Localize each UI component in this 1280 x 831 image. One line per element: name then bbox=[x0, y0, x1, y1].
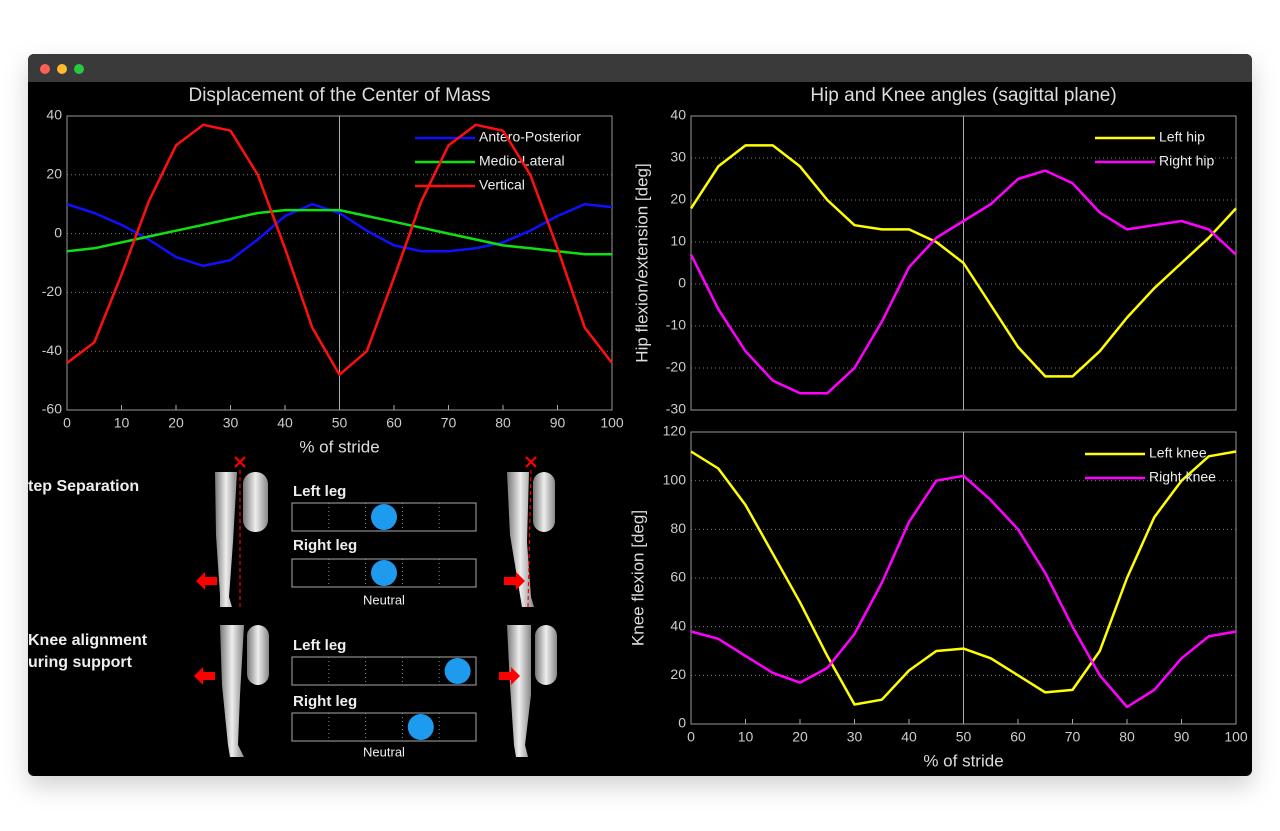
indicators bbox=[194, 456, 537, 685]
y-tick-label: 100 bbox=[663, 471, 687, 487]
slider-dot bbox=[444, 658, 471, 684]
x-tick-label: 10 bbox=[114, 415, 130, 431]
x-tick-label: 70 bbox=[1065, 729, 1081, 745]
slider-box bbox=[291, 502, 477, 532]
data-line bbox=[66, 123, 613, 376]
x-tick-label: 100 bbox=[1224, 729, 1248, 745]
y-tick-label: -20 bbox=[666, 359, 686, 375]
scale-label: Neutral bbox=[363, 744, 405, 759]
data-line bbox=[66, 202, 613, 268]
x-tick-label: 10 bbox=[738, 729, 754, 745]
close-button[interactable] bbox=[40, 64, 50, 74]
scale-label: Neutral bbox=[363, 592, 405, 607]
window bbox=[28, 54, 1252, 776]
leg-label: Right leg bbox=[293, 693, 357, 710]
slider-box bbox=[291, 558, 477, 588]
data-line bbox=[689, 169, 1237, 395]
x-tick-label: 20 bbox=[168, 415, 184, 431]
y-tick-label: 20 bbox=[670, 191, 686, 207]
y-tick-label: 30 bbox=[670, 149, 686, 165]
panel-title: uring support bbox=[28, 654, 133, 671]
y-tick-label: 0 bbox=[54, 224, 62, 240]
y-axis-label: Knee flexion [deg] bbox=[628, 510, 647, 646]
x-tick-label: 30 bbox=[847, 729, 863, 745]
x-tick-label: 60 bbox=[1010, 729, 1026, 745]
slider-dot bbox=[407, 714, 434, 740]
panel-title: tep Separation bbox=[28, 478, 139, 495]
slider-dot bbox=[371, 504, 397, 530]
x-tick-label: 30 bbox=[223, 415, 239, 431]
y-tick-label: 40 bbox=[670, 617, 686, 633]
y-tick-label: 120 bbox=[663, 423, 687, 439]
y-tick-label: -60 bbox=[42, 401, 62, 417]
y-tick-label: 0 bbox=[678, 275, 686, 291]
leg-label: Left leg bbox=[293, 637, 346, 654]
x-tick-label: 20 bbox=[792, 729, 808, 745]
x-tick-label: 100 bbox=[600, 415, 624, 431]
panel-title: Knee alignment bbox=[28, 632, 148, 649]
y-tick-label: 40 bbox=[670, 107, 686, 123]
legend-label: Left knee bbox=[1149, 445, 1207, 461]
slider-box bbox=[291, 656, 477, 686]
x-tick-label: 40 bbox=[901, 729, 917, 745]
y-tick-label: 60 bbox=[670, 569, 686, 585]
chart-title: Displacement of the Center of Mass bbox=[188, 85, 490, 106]
y-tick-label: -40 bbox=[42, 342, 62, 358]
x-tick-label: 60 bbox=[386, 415, 402, 431]
y-axis-label: Hip flexion/extension [deg] bbox=[632, 163, 651, 362]
y-tick-label: -20 bbox=[42, 283, 62, 299]
x-tick-label: 0 bbox=[63, 415, 71, 431]
y-tick-label: -30 bbox=[666, 401, 686, 417]
maximize-button[interactable] bbox=[74, 64, 84, 74]
slider-box bbox=[291, 712, 477, 742]
y-tick-label: 40 bbox=[46, 107, 62, 123]
x-axis-label: % of stride bbox=[923, 751, 1003, 770]
y-tick-label: -10 bbox=[666, 317, 686, 333]
leg-label: Right leg bbox=[293, 537, 357, 554]
legend-label: Vertical bbox=[479, 177, 525, 193]
y-tick-label: 10 bbox=[670, 233, 686, 249]
legend-label: Right knee bbox=[1149, 469, 1216, 485]
data-line bbox=[690, 474, 1237, 709]
x-tick-label: 80 bbox=[1119, 729, 1135, 745]
x-tick-label: 50 bbox=[332, 415, 348, 431]
slider-dot bbox=[371, 560, 397, 586]
title-bar bbox=[28, 54, 1252, 82]
x-axis-label: % of stride bbox=[299, 437, 379, 456]
minimize-button[interactable] bbox=[57, 64, 67, 74]
legend-label: Right hip bbox=[1159, 153, 1214, 169]
x-tick-label: 90 bbox=[1174, 729, 1190, 745]
x-tick-label: 80 bbox=[495, 415, 511, 431]
data-line bbox=[66, 208, 612, 256]
y-tick-label: 20 bbox=[670, 666, 686, 682]
x-tick-label: 50 bbox=[956, 729, 972, 745]
y-tick-label: 80 bbox=[670, 520, 686, 536]
legend-label: Left hip bbox=[1159, 129, 1205, 145]
leg-label: Left leg bbox=[293, 483, 346, 500]
legend-label: Antero-Posterior bbox=[479, 129, 581, 145]
data-line bbox=[689, 144, 1237, 378]
leg-illustrations bbox=[215, 472, 557, 757]
x-tick-label: 40 bbox=[277, 415, 293, 431]
y-tick-label: 20 bbox=[46, 166, 62, 182]
x-tick-label: 0 bbox=[687, 729, 695, 745]
x-tick-label: 70 bbox=[441, 415, 457, 431]
data-line bbox=[690, 450, 1237, 706]
y-tick-label: 0 bbox=[678, 715, 686, 731]
x-tick-label: 90 bbox=[550, 415, 566, 431]
chart-title: Hip and Knee angles (sagittal plane) bbox=[810, 85, 1116, 106]
